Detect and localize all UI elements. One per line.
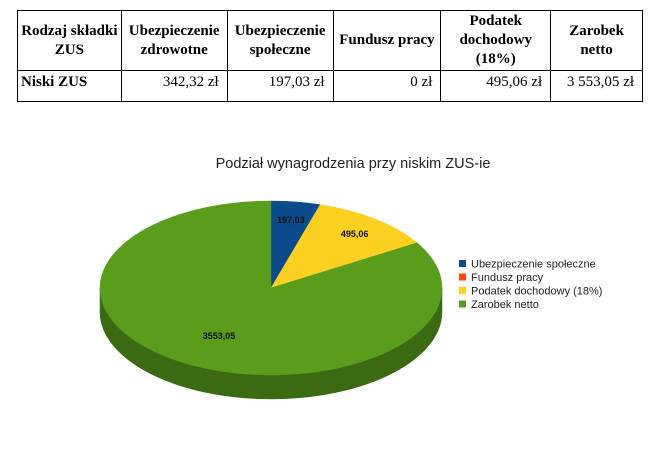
header-cell: Ubezpieczenie społeczne [226, 10, 334, 71]
header-cell: Rodzaj składki ZUS [17, 10, 122, 71]
legend-label-zarobek-netto: Zarobek netto [471, 299, 539, 311]
legend-label-ubezpieczenie-spoleczne: Ubezpieczenie społeczne [471, 259, 596, 271]
pie-top-group [99, 200, 443, 376]
zus-table: Rodzaj składki ZUS Ubezpieczenie zdrowot… [17, 10, 643, 102]
table-cell: 0 zł [332, 70, 442, 102]
table-row: Niski ZUS 342,32 zł 197,03 zł 0 zł 495,0… [17, 70, 643, 102]
legend-label-fundusz-pracy: Fundusz pracy [471, 272, 544, 284]
header-cell: Zarobek netto [550, 10, 643, 71]
pie-slice-zarobek-netto [99, 200, 443, 376]
table-cell: 3 553,05 zł [550, 70, 643, 102]
data-label-podatek-dochodowy-18: 495,06 [341, 229, 369, 239]
legend-swatch-ubezpieczenie-spoleczne [459, 260, 466, 267]
chart-title: Podział wynagrodzenia przy niskim ZUS-ie [216, 156, 491, 172]
header-cell: Fundusz pracy [332, 10, 442, 71]
row-label: Niski ZUS [17, 70, 122, 102]
legend-swatch-podatek-dochodowy-18 [459, 287, 466, 294]
data-labels-group: 197,03 495,06 3553,05 [203, 215, 369, 341]
legend-swatch-zarobek-netto [459, 300, 466, 308]
table-cell: 197,03 zł [226, 70, 334, 102]
legend-label-podatek-dochodowy-18: Podatek dochodowy (18%) [471, 286, 602, 298]
table-cell: 495,06 zł [440, 70, 552, 102]
data-label-ubezpieczenie-spoleczne: 197,03 [277, 215, 305, 225]
table-cell: 342,32 zł [120, 70, 228, 102]
data-label-zarobek-netto: 3553,05 [203, 331, 236, 341]
pie-slice-podatek-dochodowy-18 [270, 204, 418, 289]
table-header-row: Rodzaj składki ZUS Ubezpieczenie zdrowot… [17, 10, 643, 71]
header-cell: Podatek dochodowy (18%) [440, 10, 552, 71]
header-cell: Ubezpieczenie zdrowotne [120, 10, 228, 71]
legend-swatch-fundusz-pracy [459, 273, 466, 281]
